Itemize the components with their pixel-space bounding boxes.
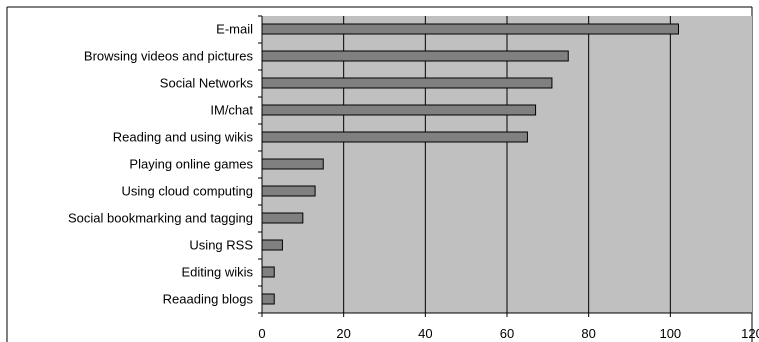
category-label-9: Editing wikis	[181, 265, 253, 280]
category-label-7: Social bookmarking and tagging	[68, 211, 253, 226]
category-label-10: Reaading blogs	[163, 292, 254, 307]
bar-3	[261, 104, 537, 116]
bars	[261, 23, 679, 305]
tick-label-20: 20	[336, 326, 350, 341]
tick-label-40: 40	[418, 326, 432, 341]
bar-5	[261, 158, 324, 170]
bar-4	[261, 131, 528, 143]
category-label-0: E-mail	[216, 22, 253, 37]
tick-label-60: 60	[500, 326, 514, 341]
tick-label-120: 120	[741, 326, 759, 341]
bar-9	[261, 266, 275, 278]
category-label-5: Playing online games	[129, 157, 253, 172]
bar-6	[261, 185, 316, 197]
bar-8	[261, 239, 283, 251]
gridlines	[343, 16, 671, 313]
tick-label-80: 80	[581, 326, 595, 341]
tick-label-100: 100	[659, 326, 681, 341]
bar-0	[261, 23, 679, 35]
category-labels: E-mail Browsing videos and pictures Social…	[68, 22, 254, 307]
category-label-3: IM/chat	[210, 103, 253, 118]
bar-1	[261, 50, 569, 62]
tick-labels: 0 20 40 60 80 100 120	[258, 326, 759, 341]
bar-2	[261, 77, 553, 89]
category-label-8: Using RSS	[189, 238, 253, 253]
axes	[258, 15, 753, 317]
category-label-6: Using cloud computing	[121, 184, 253, 199]
bar-10	[261, 293, 275, 305]
category-label-1: Browsing videos and pictures	[84, 49, 254, 64]
tick-label-0: 0	[258, 326, 265, 341]
category-label-4: Reading and using wikis	[113, 130, 254, 145]
bar-7	[261, 212, 304, 224]
category-label-2: Social Networks	[160, 76, 254, 91]
